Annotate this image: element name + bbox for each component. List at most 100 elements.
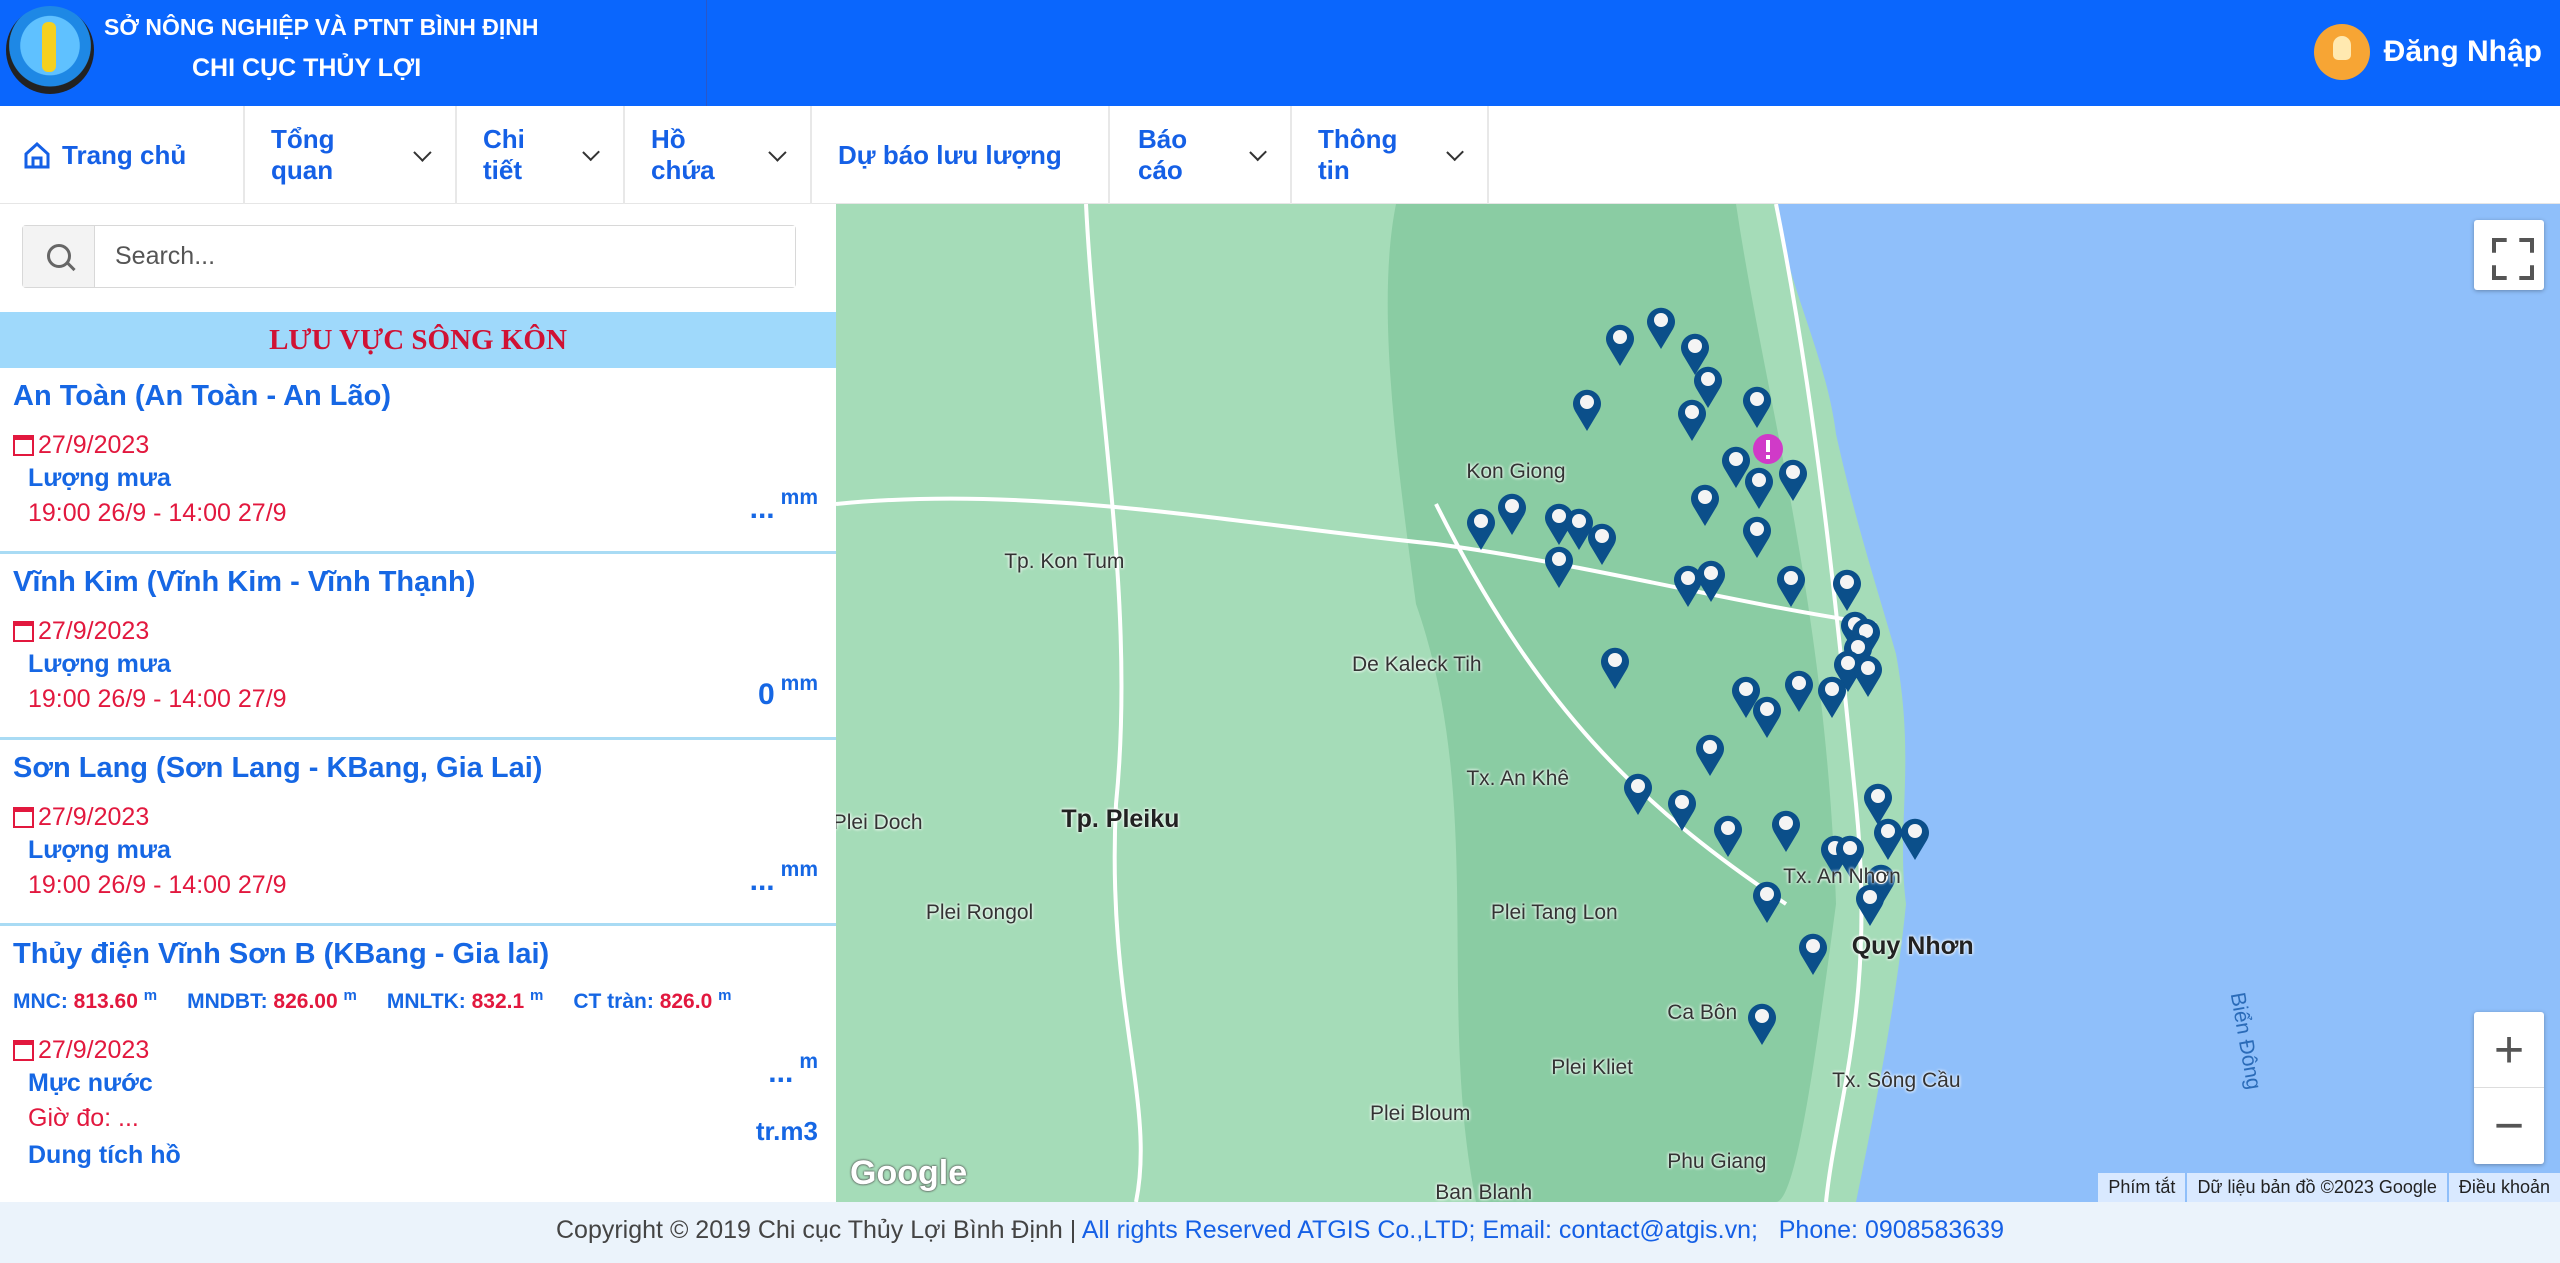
chevron-down-icon (413, 142, 432, 162)
map-pin-icon[interactable] (1741, 384, 1773, 428)
map-pin-icon[interactable] (1770, 808, 1802, 853)
chevron-down-icon (581, 143, 600, 161)
map-pin-icon[interactable] (1797, 931, 1829, 975)
map-pin-icon[interactable] (1599, 645, 1631, 689)
rain-value: ... mm (749, 486, 818, 525)
map-pin-icon[interactable] (1899, 816, 1931, 861)
map-pin-icon[interactable] (1666, 787, 1698, 832)
nav-home[interactable]: Trang chủ (0, 106, 245, 204)
map-pin-icon[interactable] (1834, 833, 1866, 877)
map-pin-icon[interactable] (1543, 501, 1575, 546)
place-label: Quy Nhơn (1851, 932, 1974, 961)
station-title[interactable]: Vĩnh Kim (Vĩnh Kim - Vĩnh Thạnh) (13, 566, 476, 598)
map-pin-icon[interactable] (1832, 648, 1864, 693)
place-label: Tp. Pleiku (1061, 804, 1180, 833)
map-pin-icon[interactable] (1777, 457, 1809, 502)
spec-mndbt: MNDBT: 826.00 m (187, 987, 357, 1013)
map-pin-icon[interactable] (1751, 694, 1783, 738)
map-pin-icon[interactable] (1746, 1001, 1778, 1045)
place-label: Tx. Sông Cầu (1832, 1069, 1961, 1093)
map-pin-icon[interactable] (1831, 567, 1863, 611)
map-pin-icon[interactable] (1775, 563, 1807, 608)
station-item[interactable]: Vĩnh Kim (Vĩnh Kim - Vĩnh Thạnh) 27/9/20… (0, 554, 836, 740)
map-pin-icon[interactable] (1695, 558, 1727, 603)
map-pin-icon[interactable] (1730, 674, 1762, 719)
map-pin-icon[interactable] (1496, 491, 1528, 536)
map-pin-icon[interactable] (1694, 732, 1726, 776)
nav-reports-label: Báo cáo (1138, 124, 1188, 185)
nav-info-label: Thông tin (1318, 124, 1398, 185)
map-pin-icon[interactable] (1854, 882, 1886, 926)
map-pin-icon[interactable] (1586, 521, 1618, 565)
chevron-down-icon (1248, 143, 1267, 161)
rights-contact[interactable]: All rights Reserved ATGIS Co.,LTD; Email… (1081, 1216, 1758, 1244)
map-pin-icon[interactable] (1465, 506, 1497, 551)
map-pin-icon[interactable] (1852, 653, 1884, 698)
fullscreen-button[interactable] (2474, 220, 2544, 290)
rain-period: 19:00 26/9 - 14:00 27/9 (28, 685, 287, 713)
reservoir-item[interactable]: Thủy điện Vĩnh Sơn B (KBang - Gia lai) M… (0, 926, 836, 1202)
map-pin-icon[interactable] (1563, 506, 1595, 551)
map-pin-icon[interactable] (1712, 813, 1744, 858)
place-label: Kon Giong (1466, 460, 1566, 484)
terms-link[interactable]: Điều khoản (2448, 1173, 2560, 1202)
station-title[interactable]: An Toàn (An Toàn - An Lão) (13, 380, 392, 412)
reservoir-title[interactable]: Thủy điện Vĩnh Sơn B (KBang - Gia lai) (13, 938, 550, 970)
map-data-credit[interactable]: Dữ liệu bản đồ ©2023 Google (2187, 1173, 2447, 1202)
logo (6, 6, 94, 94)
nav-reports[interactable]: Báo cáo (1110, 106, 1292, 204)
nav-detail[interactable]: Chi tiết (457, 106, 625, 204)
map-pin-icon[interactable] (1676, 397, 1708, 441)
spec-mnc: MNC: 813.60 m (13, 987, 158, 1013)
map-pin-icon[interactable] (1689, 482, 1721, 526)
nav-info[interactable]: Thông tin (1292, 106, 1489, 204)
rain-value: 0 mm (757, 672, 818, 711)
map-pin-icon[interactable] (1865, 862, 1897, 907)
station-date: 27/9/2023 (38, 803, 150, 831)
zoom-out-button[interactable]: − (2493, 1097, 2525, 1155)
keyboard-shortcuts-link[interactable]: Phím tắt (2098, 1173, 2186, 1202)
reservoir-specs: MNC: 813.60 m MNDBT: 826.00 m MNLTK: 832… (13, 987, 836, 1014)
station-title[interactable]: Sơn Lang (Sơn Lang - KBang, Gia Lai) (13, 752, 543, 784)
search-input[interactable] (95, 226, 795, 287)
google-logo: Google (850, 1154, 968, 1192)
nav-home-label: Trang chủ (62, 139, 187, 170)
map-pin-icon[interactable] (1679, 331, 1711, 376)
map-pin-icon[interactable] (1751, 879, 1783, 923)
search-icon[interactable] (23, 226, 95, 287)
rain-period: 19:00 26/9 - 14:00 27/9 (28, 871, 287, 899)
nav-overview[interactable]: Tổng quan (245, 106, 457, 204)
alert-marker-icon[interactable] (1752, 433, 1784, 477)
map-pin-icon[interactable] (1862, 781, 1894, 825)
map-pin-icon[interactable] (1622, 771, 1654, 815)
place-label: Tx. An Nhơn (1783, 865, 1901, 889)
copyright: Copyright © 2019 Chi cục Thủy Lợi Bình Đ… (556, 1216, 1082, 1244)
calendar-icon (13, 1040, 34, 1061)
station-item[interactable]: Sơn Lang (Sơn Lang - KBang, Gia Lai) 27/… (0, 740, 836, 926)
map-attribution: Phím tắt Dữ liệu bản đồ ©2023 Google Điề… (2098, 1173, 2560, 1202)
login-button[interactable]: Đăng Nhập (2313, 22, 2542, 82)
map-pin-icon[interactable] (1741, 514, 1773, 559)
basin-header: LƯU VỰC SÔNG KÔN (0, 312, 836, 368)
map-pin-icon[interactable] (1872, 816, 1904, 861)
map-pin-icon[interactable] (1816, 674, 1848, 719)
map-pin-icon[interactable] (1672, 563, 1704, 608)
map-pin-icon[interactable] (1571, 387, 1603, 431)
map-pin-icon[interactable] (1743, 465, 1775, 510)
station-item[interactable]: An Toàn (An Toàn - An Lão) 27/9/2023 Lượ… (0, 368, 836, 554)
rain-value: ... mm (749, 858, 818, 897)
map-pin-icon[interactable] (1783, 668, 1815, 712)
road (1434, 503, 1788, 906)
map-pin-icon[interactable] (1543, 544, 1575, 588)
main-nav: Trang chủ Tổng quan Chi tiết Hồ chứa Dự … (0, 106, 2560, 204)
level-value: ... m (768, 1050, 818, 1089)
map-pin-icon[interactable] (1720, 444, 1752, 489)
map-pin-icon[interactable] (1692, 364, 1724, 409)
map[interactable]: Kon Giong Tp. Kon Tum De Kaleck Tih Tx. An … (836, 204, 2560, 1202)
map-pin-icon[interactable] (1604, 322, 1636, 366)
zoom-in-button[interactable]: + (2474, 1012, 2544, 1088)
nav-flow-forecast-label: Dự báo lưu lượng (838, 139, 1062, 170)
map-pin-icon[interactable] (1645, 305, 1677, 350)
nav-reservoir[interactable]: Hồ chứa (625, 106, 812, 204)
nav-flow-forecast[interactable]: Dự báo lưu lượng (812, 106, 1110, 204)
